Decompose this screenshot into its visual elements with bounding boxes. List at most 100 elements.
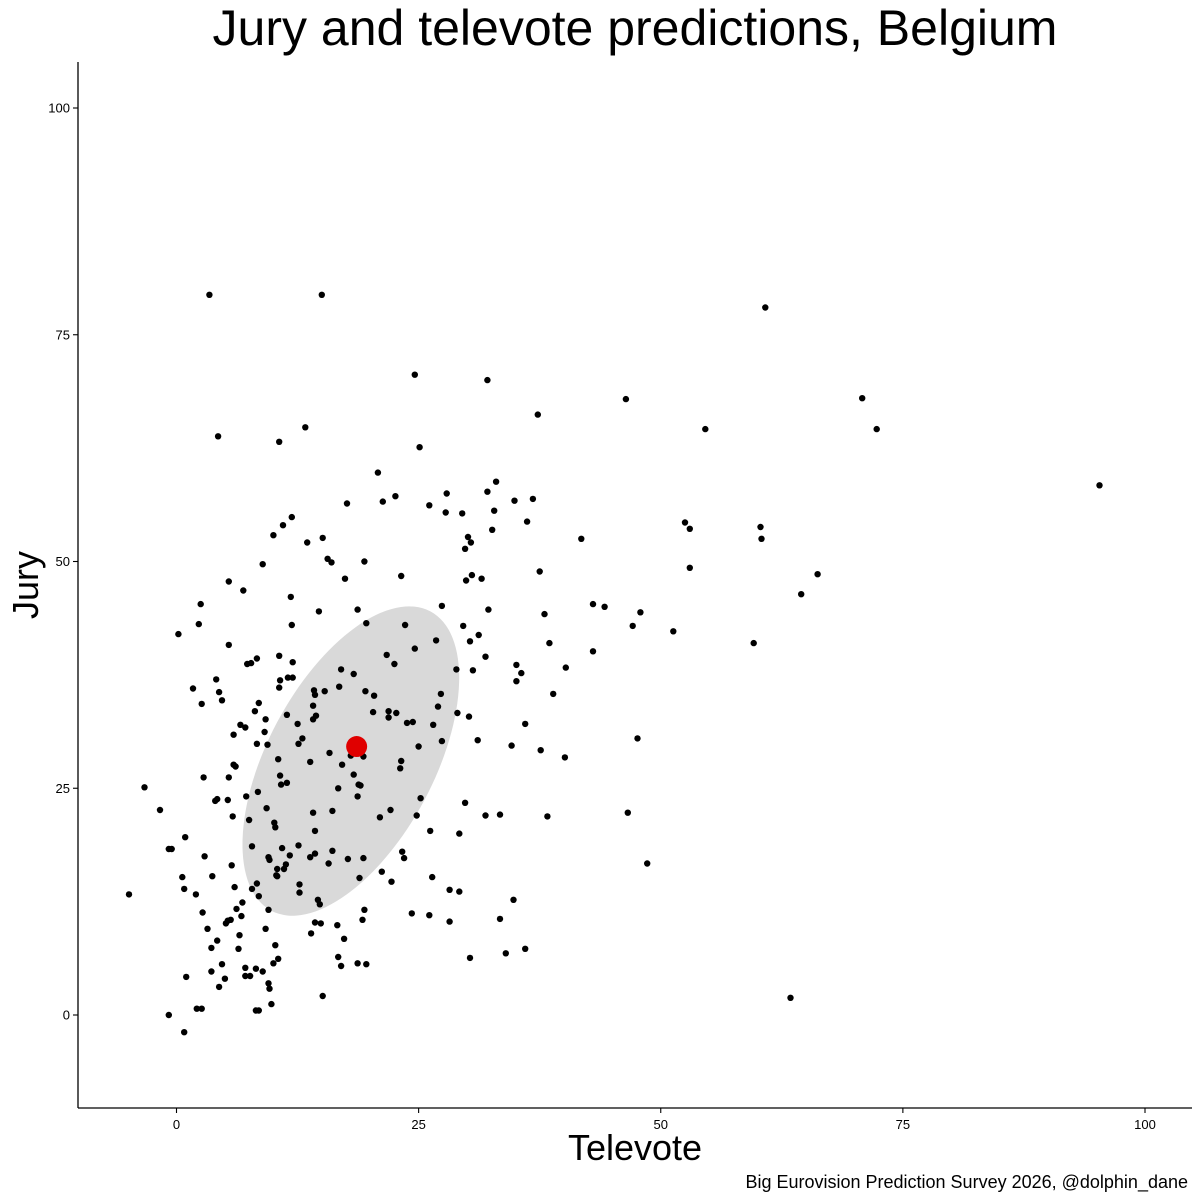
data-point — [286, 852, 293, 859]
data-point — [398, 757, 405, 765]
data-point — [637, 609, 644, 616]
data-point — [276, 684, 283, 691]
data-point — [430, 721, 437, 728]
data-point — [798, 591, 805, 598]
data-point — [513, 678, 520, 685]
data-point — [344, 855, 352, 863]
data-point — [225, 774, 232, 781]
data-point — [274, 865, 281, 873]
data-point — [208, 944, 215, 952]
data-point — [255, 699, 262, 707]
data-point — [460, 622, 467, 630]
data-point — [218, 961, 226, 968]
data-point — [873, 425, 880, 433]
data-point — [240, 587, 247, 594]
data-point — [214, 433, 222, 440]
data-point — [255, 1007, 262, 1014]
data-point — [417, 795, 424, 802]
data-point — [411, 371, 418, 378]
data-point — [294, 720, 301, 728]
data-point — [259, 561, 266, 568]
x-tick-label: 75 — [896, 1117, 910, 1132]
y-axis-title: Jury — [5, 551, 46, 619]
data-point — [276, 772, 284, 779]
mean-point — [346, 736, 368, 758]
data-point — [263, 805, 270, 812]
data-point — [502, 950, 509, 957]
data-point — [287, 593, 294, 601]
data-point — [456, 888, 463, 895]
data-point — [309, 716, 317, 723]
data-point — [370, 692, 378, 699]
data-point — [601, 603, 608, 610]
data-point — [456, 830, 463, 837]
data-point — [168, 845, 175, 853]
data-point — [434, 703, 442, 710]
data-point — [335, 785, 342, 792]
x-tick-label: 100 — [1134, 1117, 1156, 1132]
data-point — [276, 652, 283, 659]
data-point — [218, 697, 226, 704]
data-point — [550, 690, 557, 698]
data-point — [415, 743, 422, 750]
data-point — [296, 881, 303, 888]
data-point — [321, 688, 328, 695]
data-point — [201, 853, 208, 860]
data-point — [670, 628, 677, 635]
data-point — [307, 758, 314, 766]
data-point — [478, 575, 485, 582]
data-point — [221, 975, 229, 982]
data-point — [199, 909, 206, 916]
data-point — [513, 661, 520, 669]
data-point — [262, 925, 269, 932]
data-point — [522, 720, 529, 728]
data-point — [399, 848, 406, 855]
data-point — [536, 568, 543, 575]
data-point — [224, 796, 231, 804]
data-point — [401, 621, 409, 629]
data-point — [183, 973, 190, 981]
data-point — [254, 788, 262, 796]
y-tick-label: 100 — [48, 101, 70, 116]
data-point — [416, 444, 423, 451]
data-point — [242, 964, 249, 971]
data-point — [329, 807, 336, 815]
data-point — [204, 925, 211, 932]
data-point — [268, 1000, 275, 1008]
data-point — [357, 782, 364, 789]
data-point — [489, 526, 496, 533]
data-point — [534, 411, 541, 418]
data-point — [215, 983, 223, 991]
data-point — [266, 985, 273, 992]
data-point — [329, 847, 336, 854]
data-point — [466, 954, 474, 962]
data-point — [397, 765, 404, 772]
x-tick-label: 50 — [654, 1117, 668, 1132]
data-point — [443, 490, 450, 497]
data-point — [464, 533, 472, 541]
data-point — [484, 488, 491, 495]
data-point — [198, 700, 205, 708]
data-point — [363, 620, 370, 627]
data-point — [182, 834, 189, 841]
data-point — [459, 510, 466, 517]
data-point — [261, 728, 268, 736]
data-point — [369, 708, 377, 716]
data-point — [383, 651, 390, 659]
data-point — [242, 724, 249, 731]
data-point — [232, 763, 239, 770]
data-point — [206, 291, 213, 298]
data-point — [426, 502, 433, 509]
data-point — [461, 799, 469, 806]
data-point — [482, 812, 489, 819]
data-point — [491, 507, 498, 514]
data-point — [237, 721, 244, 728]
data-point — [299, 735, 306, 742]
data-point — [253, 880, 261, 887]
data-point — [465, 713, 473, 720]
data-point — [437, 690, 445, 698]
data-point — [233, 905, 240, 913]
data-point — [409, 718, 416, 726]
y-tick-label: 50 — [56, 554, 70, 569]
data-point — [359, 916, 366, 923]
